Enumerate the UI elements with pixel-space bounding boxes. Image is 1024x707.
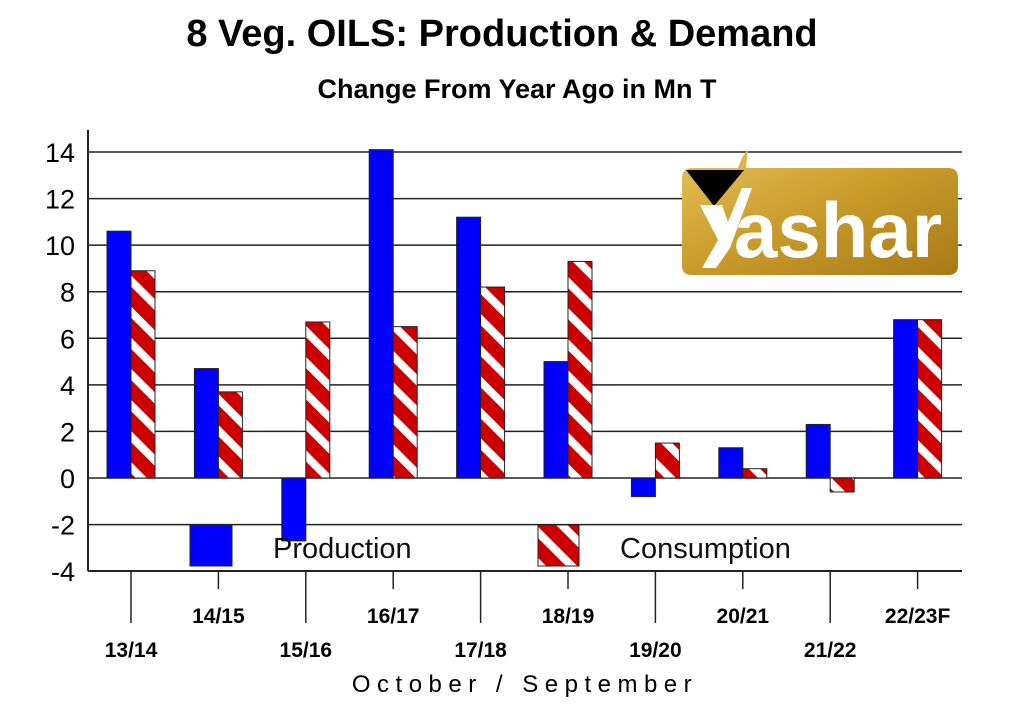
y-axis-ticks: 14 12 10 8 6 4 2 0 -2 -4: [45, 138, 75, 587]
x-axis-ticks: 13/14 14/15 15/16 16/17 17/18 18/19 19/20 20/21…: [105, 571, 951, 662]
axes: [87, 130, 962, 572]
x-tick-label: 13/14: [105, 639, 158, 662]
x-tick-label: 18/19: [542, 605, 595, 628]
y-tick-label: -2: [51, 511, 75, 541]
bar-production-20-21: [718, 447, 744, 479]
chart-subtitle: Change From Year Ago in Mn T: [317, 74, 717, 104]
bars: [106, 149, 943, 542]
bar-consumption-13-14: [130, 270, 156, 479]
legend-swatch-consumption: [537, 524, 580, 567]
legend: Production Consumption: [189, 524, 791, 567]
x-tick-label: 20/21: [717, 605, 770, 628]
bar-consumption-19-20: [654, 442, 680, 479]
bar-consumption-21-22: [829, 477, 855, 493]
bar-production-17-18: [456, 216, 482, 479]
x-tick-label: 22/23F: [885, 605, 951, 628]
legend-label-production: Production: [273, 533, 412, 565]
logo-triangle-icon: [686, 170, 744, 206]
bar-production-21-22: [805, 423, 831, 479]
x-tick-label: 17/18: [454, 639, 507, 662]
yashar-logo: ashar: [682, 150, 958, 275]
x-tick-label: 15/16: [280, 639, 333, 662]
x-axis-label: October / September: [352, 671, 698, 698]
bar-consumption-15-16: [305, 321, 331, 479]
x-tick-label: 14/15: [192, 605, 245, 628]
y-tick-label: 10: [45, 231, 75, 261]
bar-production-14-15: [193, 368, 219, 479]
x-tick-label: 19/20: [629, 639, 682, 662]
bar-production-22-23F: [893, 319, 919, 479]
y-tick-label: 8: [60, 278, 75, 308]
y-tick-label: 12: [45, 185, 75, 215]
logo-text: ashar: [734, 186, 942, 274]
bar-production-16-17: [368, 149, 394, 479]
legend-label-consumption: Consumption: [620, 533, 791, 565]
bar-consumption-17-18: [480, 286, 506, 479]
bar-consumption-20-21: [742, 468, 768, 479]
x-tick-label: 21/22: [804, 639, 857, 662]
bar-production-18-19: [543, 361, 569, 479]
y-tick-label: 14: [45, 138, 75, 168]
y-tick-label: 4: [60, 371, 75, 401]
y-tick-label: -4: [51, 557, 75, 587]
logo-y-glyph: [700, 188, 752, 268]
legend-swatch-production: [189, 524, 233, 567]
chart-title: 8 Veg. OILS: Production & Demand: [186, 13, 817, 55]
bar-production-15-16: [281, 477, 307, 542]
y-tick-label: 0: [60, 464, 75, 494]
x-tick-label: 16/17: [367, 605, 420, 628]
bar-consumption-18-19: [567, 260, 593, 479]
y-tick-label: 6: [60, 324, 75, 354]
bar-production-19-20: [630, 477, 656, 498]
logo-background: [682, 150, 958, 275]
bar-consumption-14-15: [217, 391, 243, 479]
bar-consumption-16-17: [392, 326, 418, 479]
bar-consumption-22-23F: [917, 319, 943, 479]
bar-production-13-14: [106, 230, 132, 479]
y-tick-label: 2: [60, 417, 75, 447]
